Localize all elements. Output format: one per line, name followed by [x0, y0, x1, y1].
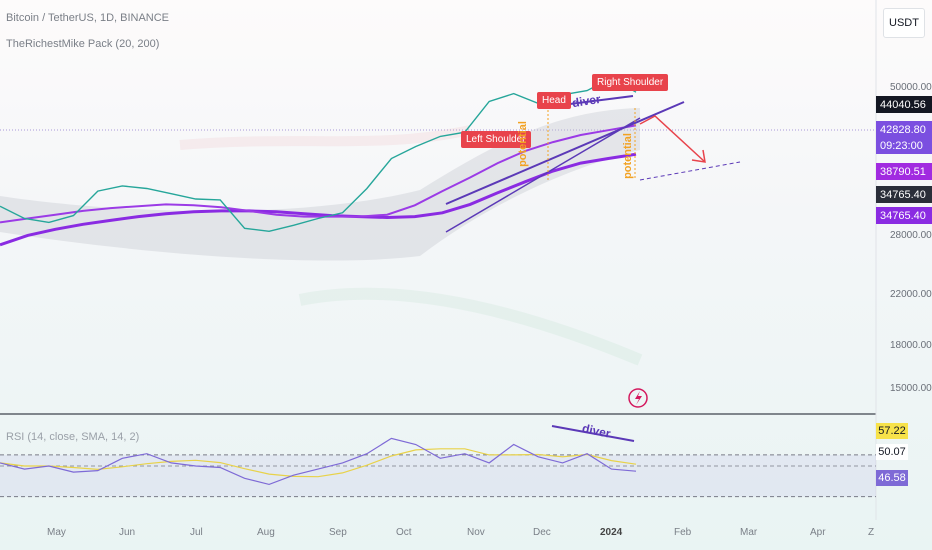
- time-tick: Apr: [810, 527, 826, 538]
- time-tick: Feb: [674, 527, 692, 538]
- time-tick: Mar: [740, 527, 758, 538]
- rsi-signal-line: [0, 448, 637, 478]
- time-tick: Oct: [396, 527, 412, 538]
- time-tick: Nov: [467, 527, 485, 538]
- time-tick: Dec: [533, 527, 551, 538]
- event-marker-icon: [628, 388, 648, 408]
- divergence-line-rsi: [551, 425, 635, 442]
- time-tick: Jul: [190, 527, 203, 538]
- time-tick: Jun: [119, 527, 136, 538]
- rsi-mid-label: 50.07: [876, 444, 908, 460]
- ma-slow-line: [0, 152, 637, 247]
- currency-button[interactable]: USDT: [883, 8, 925, 38]
- ma-slow-label-a: 34765.40: [876, 186, 932, 203]
- time-tick: Z: [868, 527, 875, 538]
- indicator-title: TheRichestMike Pack (20, 200): [6, 38, 160, 50]
- left-shoulder-label: Left Shoulder: [461, 131, 531, 148]
- price-tick-18000: 18000.00: [890, 340, 932, 351]
- ma-slow-label-b: 34765.40: [876, 207, 932, 224]
- target-arrowhead: [691, 149, 706, 163]
- projection-line: [639, 161, 741, 181]
- symbol-title: Bitcoin / TetherUS, 1D, BINANCE: [6, 12, 170, 24]
- rsi-upper-label: 57.22: [876, 423, 908, 439]
- divergence-line-main: [569, 95, 634, 105]
- rsi-current-label: 46.58: [876, 470, 908, 486]
- ma-fast-line: [0, 124, 637, 224]
- price-tick-22000: 22000.00: [890, 289, 932, 300]
- time-tick: 2024: [600, 527, 623, 538]
- head-label: Head: [537, 92, 571, 109]
- time-tick: May: [47, 527, 66, 538]
- rsi-line: [0, 437, 637, 486]
- target-arrow: [639, 115, 706, 163]
- price-tick-15000: 15000.00: [890, 383, 932, 394]
- countdown-label: 09:23:00: [876, 137, 932, 154]
- rsi-legend: RSI (14, close, SMA, 14, 2): [6, 431, 140, 443]
- ma-value-label: 42828.80: [876, 121, 932, 138]
- pattern-label-1: potential: [516, 121, 529, 167]
- ma-fast-label: 38790.51: [876, 163, 932, 180]
- time-tick: Sep: [329, 527, 347, 538]
- time-tick: Aug: [257, 527, 275, 538]
- lightning-icon: [635, 391, 642, 405]
- rsi-band-fill: [0, 454, 876, 497]
- neckline-lower: [445, 117, 641, 233]
- upper-band-shadow: [179, 125, 472, 150]
- price-tick-50000: 50000.00: [890, 82, 932, 93]
- price-tick-28000: 28000.00: [890, 230, 932, 241]
- last-price-label: 44040.56: [876, 96, 932, 113]
- volatility-band: [0, 108, 640, 261]
- lower-band-shadow: [298, 287, 643, 366]
- pattern-label-2: potential: [621, 133, 634, 179]
- neckline-upper: [445, 101, 685, 205]
- price-line: [0, 77, 637, 233]
- right-shoulder-label: Right Shoulder: [592, 74, 669, 91]
